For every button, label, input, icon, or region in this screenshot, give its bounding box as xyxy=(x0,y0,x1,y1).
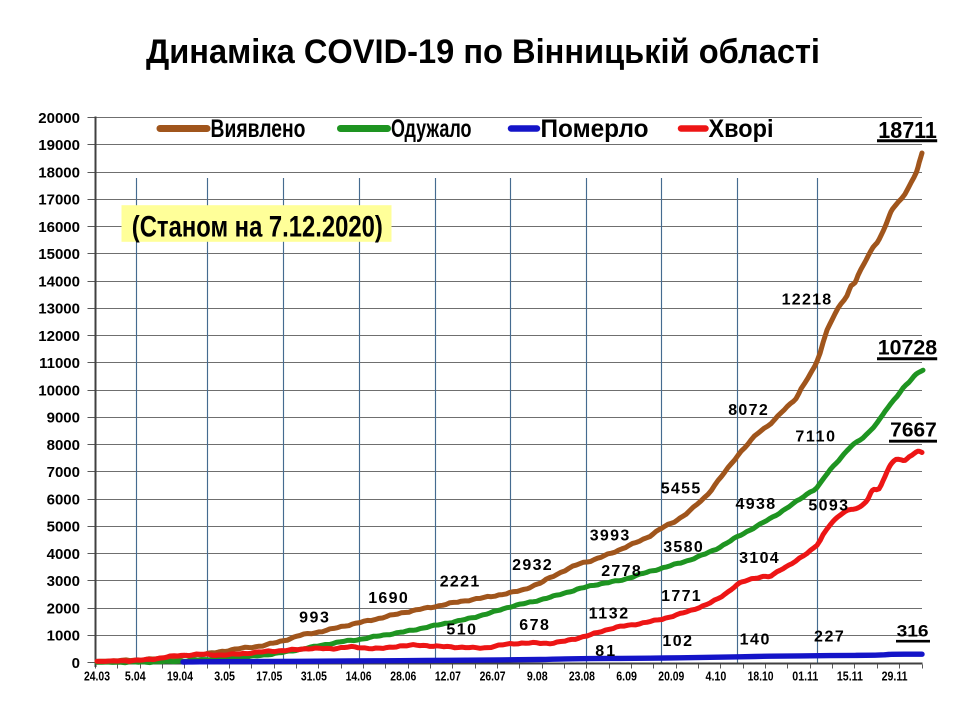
svg-text:12218: 12218 xyxy=(782,291,832,308)
svg-text:7110: 7110 xyxy=(795,428,835,445)
svg-text:28.06: 28.06 xyxy=(390,669,416,684)
svg-text:1690: 1690 xyxy=(368,590,408,607)
svg-text:510: 510 xyxy=(446,621,476,638)
svg-text:4000: 4000 xyxy=(47,546,80,563)
svg-text:3104: 3104 xyxy=(739,550,779,567)
svg-text:15.11: 15.11 xyxy=(837,669,863,684)
svg-text:7000: 7000 xyxy=(47,464,80,481)
svg-text:Динаміка COVID-19 по Вінницькі: Динаміка COVID-19 по Вінницькій області xyxy=(146,33,820,71)
svg-text:10728: 10728 xyxy=(878,337,938,360)
svg-text:140: 140 xyxy=(740,632,770,649)
svg-text:29.11: 29.11 xyxy=(882,669,908,684)
svg-text:8000: 8000 xyxy=(47,437,80,454)
svg-text:9000: 9000 xyxy=(47,410,80,427)
svg-text:3580: 3580 xyxy=(663,539,703,556)
svg-text:17000: 17000 xyxy=(38,192,80,209)
svg-text:19000: 19000 xyxy=(38,137,80,154)
svg-text:17.05: 17.05 xyxy=(256,669,282,684)
svg-text:6.09: 6.09 xyxy=(616,669,637,684)
svg-text:26.07: 26.07 xyxy=(480,669,506,684)
svg-text:Виявлено: Виявлено xyxy=(211,115,306,143)
svg-text:2778: 2778 xyxy=(601,563,641,580)
svg-text:01.11: 01.11 xyxy=(792,669,818,684)
svg-text:13000: 13000 xyxy=(38,301,80,318)
svg-text:2000: 2000 xyxy=(47,600,80,617)
svg-text:18000: 18000 xyxy=(38,164,80,181)
svg-text:16000: 16000 xyxy=(38,219,80,236)
svg-text:5455: 5455 xyxy=(661,480,701,497)
svg-text:23.08: 23.08 xyxy=(569,669,595,684)
svg-text:12000: 12000 xyxy=(38,328,80,345)
svg-text:227: 227 xyxy=(814,629,844,646)
svg-text:678: 678 xyxy=(519,617,549,634)
svg-text:4938: 4938 xyxy=(736,496,776,513)
svg-text:Померло: Померло xyxy=(541,115,649,143)
svg-text:316: 316 xyxy=(897,621,929,640)
svg-text:24.03: 24.03 xyxy=(84,669,110,684)
svg-text:Хворі: Хворі xyxy=(709,115,774,143)
svg-text:14000: 14000 xyxy=(38,273,80,290)
svg-text:7667: 7667 xyxy=(890,420,937,442)
svg-text:(Станом на 7.12.2020): (Станом на 7.12.2020) xyxy=(132,211,383,244)
svg-text:3.05: 3.05 xyxy=(214,669,235,684)
svg-text:20.09: 20.09 xyxy=(658,669,684,684)
svg-text:4.10: 4.10 xyxy=(706,669,727,684)
svg-text:2221: 2221 xyxy=(440,573,480,590)
svg-text:19.04: 19.04 xyxy=(167,669,194,684)
svg-text:9.08: 9.08 xyxy=(527,669,548,684)
svg-text:5.04: 5.04 xyxy=(125,669,146,684)
svg-text:0: 0 xyxy=(72,655,80,672)
svg-text:5000: 5000 xyxy=(47,519,80,536)
svg-text:Одужало: Одужало xyxy=(391,115,472,143)
svg-text:8072: 8072 xyxy=(728,402,768,419)
svg-text:81: 81 xyxy=(595,643,615,660)
svg-text:1000: 1000 xyxy=(47,628,80,645)
svg-text:14.06: 14.06 xyxy=(346,669,372,684)
svg-text:2932: 2932 xyxy=(512,557,552,574)
svg-text:6000: 6000 xyxy=(47,491,80,508)
svg-text:3993: 3993 xyxy=(590,527,630,544)
svg-text:3000: 3000 xyxy=(47,573,80,590)
svg-text:31.05: 31.05 xyxy=(301,669,327,684)
svg-text:1771: 1771 xyxy=(661,588,701,605)
svg-text:102: 102 xyxy=(662,633,692,650)
svg-text:15000: 15000 xyxy=(38,246,80,263)
svg-text:11000: 11000 xyxy=(39,355,80,372)
svg-text:20000: 20000 xyxy=(38,110,80,127)
svg-text:5093: 5093 xyxy=(808,497,848,514)
svg-text:993: 993 xyxy=(299,609,329,626)
svg-text:12.07: 12.07 xyxy=(435,669,461,684)
svg-text:18711: 18711 xyxy=(878,117,937,143)
svg-text:18.10: 18.10 xyxy=(748,669,774,684)
svg-text:1132: 1132 xyxy=(589,606,629,623)
svg-text:10000: 10000 xyxy=(38,382,80,399)
